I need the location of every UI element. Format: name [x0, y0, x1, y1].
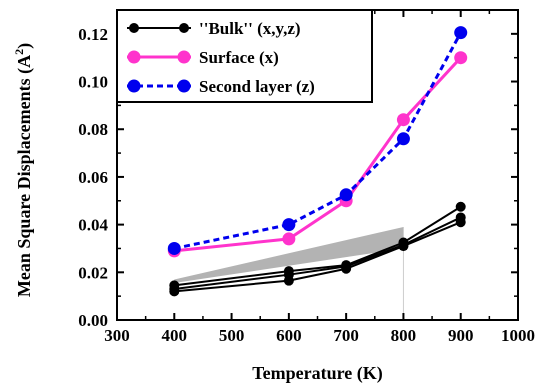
data-point	[455, 212, 466, 223]
y-axis-title-close: )	[14, 43, 35, 49]
y-axis-title-main: Mean Square Displacements (A	[14, 55, 35, 297]
x-tick-label: 700	[333, 326, 359, 345]
legend-marker	[177, 50, 191, 64]
data-point	[282, 232, 296, 246]
legend: ''Bulk'' (x,y,z) Surface (x) Second layer …	[116, 9, 373, 103]
data-point	[396, 132, 410, 146]
x-tick-label: 400	[162, 326, 188, 345]
x-tick-label: 900	[448, 326, 474, 345]
legend-label: Surface (x)	[199, 48, 279, 67]
legend-marker	[179, 23, 189, 33]
ticks-layer: 300 400 500 600 700 800 900 1000 0.00 0.02 0.04 0.0…	[78, 10, 535, 345]
data-point	[398, 237, 409, 248]
data-point	[341, 260, 352, 271]
data-point	[455, 201, 466, 212]
legend-label: ''Bulk'' (x,y,z)	[199, 19, 301, 38]
y-tick-label: 0.04	[78, 216, 108, 235]
legend-marker	[177, 79, 191, 93]
data-point	[454, 51, 468, 65]
series-layer	[167, 26, 468, 297]
legend-label: Second layer (z)	[199, 77, 315, 96]
y-axis-title-superscript: 2	[12, 49, 26, 55]
legend-marker	[127, 50, 141, 64]
y-tick-label: 0.06	[78, 168, 108, 187]
data-point	[282, 218, 296, 232]
legend-marker	[129, 23, 139, 33]
x-axis-title: Temperature (K)	[252, 363, 382, 384]
y-tick-label: 0.08	[78, 120, 108, 139]
x-tick-label: 800	[391, 326, 417, 345]
y-tick-label: 0.12	[78, 25, 108, 44]
data-point	[167, 241, 181, 255]
y-axis-title: Mean Square Displacements (A2)	[12, 43, 35, 297]
legend-marker	[127, 79, 141, 93]
data-point	[339, 188, 353, 202]
shaded-band	[174, 227, 404, 284]
data-point	[396, 113, 410, 127]
data-point	[169, 280, 180, 291]
y-tick-label: 0.00	[78, 311, 108, 330]
x-tick-label: 600	[276, 326, 302, 345]
x-tick-label: 300	[104, 326, 130, 345]
y-tick-label: 0.02	[78, 263, 108, 282]
data-point	[283, 266, 294, 277]
x-tick-label: 1000	[501, 326, 535, 345]
data-point	[454, 26, 468, 40]
y-tick-label: 0.10	[78, 73, 108, 92]
x-tick-label: 500	[219, 326, 245, 345]
